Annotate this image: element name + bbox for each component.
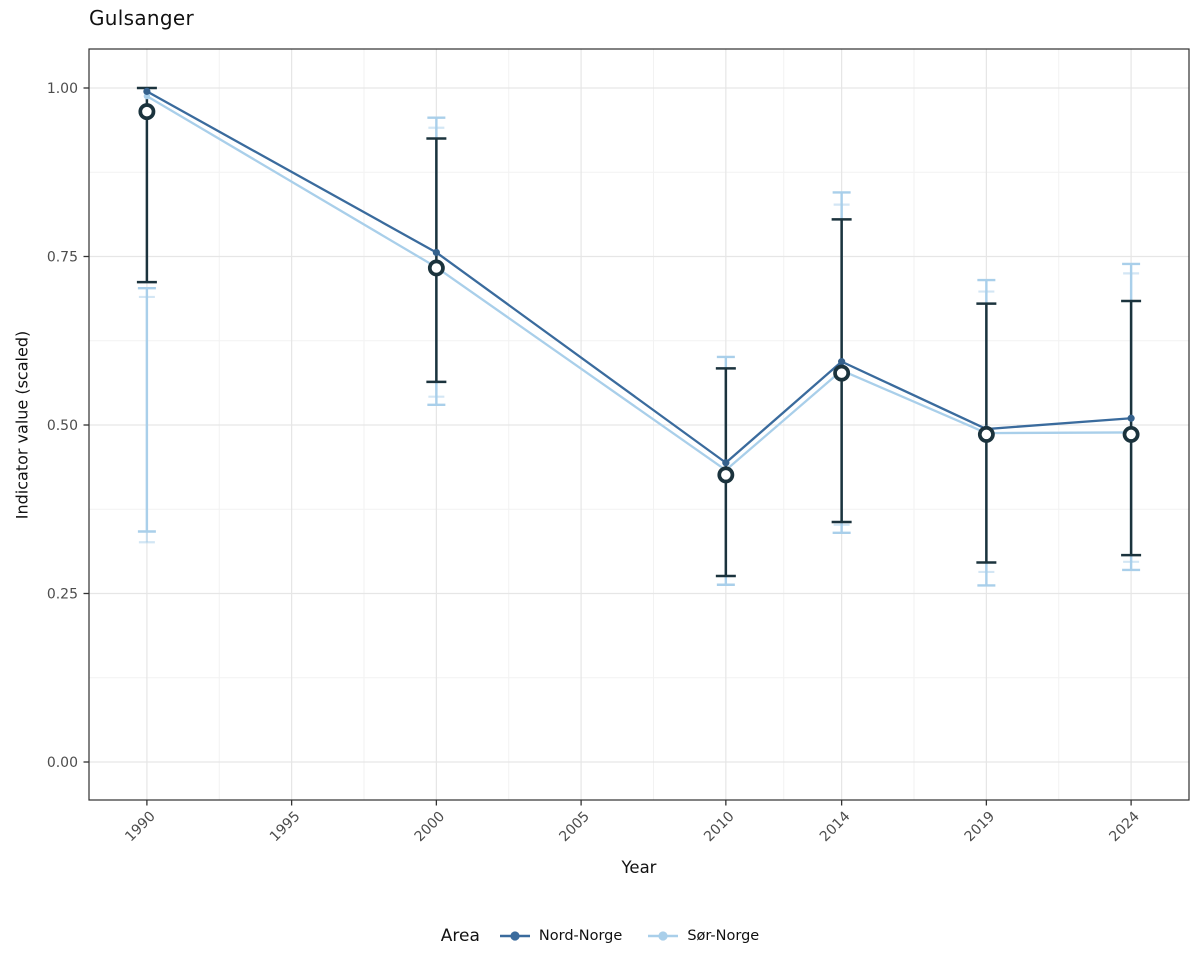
- median-marker: [833, 364, 851, 382]
- median-marker: [1122, 425, 1140, 443]
- legend-items: Nord-Norge Sør-Norge: [499, 928, 759, 944]
- point-nord-norge: [838, 358, 846, 366]
- legend: Area Nord-Norge Sør-Norge: [0, 916, 1200, 956]
- legend-key-icon: [499, 931, 530, 941]
- y-axis-title: Indicator value (scaled): [12, 330, 32, 520]
- x-tick-label: 1995: [267, 809, 304, 846]
- y-tick-label: 1.00: [47, 81, 78, 97]
- x-axis-title: Year: [621, 858, 657, 877]
- x-tick-label: 2019: [962, 809, 999, 846]
- series-line-nord-norge: [146, 90, 1132, 464]
- legend-item-label: Sør-Norge: [687, 928, 760, 944]
- point-nord-norge: [432, 248, 440, 257]
- y-tick-label: 0.50: [47, 418, 78, 434]
- median-marker: [977, 425, 995, 443]
- y-tick-label: 0.75: [47, 250, 78, 266]
- x-tick-label: 2014: [817, 808, 854, 845]
- median-marker: [717, 466, 735, 484]
- point-nord-norge: [722, 459, 730, 467]
- legend-item-nord-norge: Nord-Norge: [499, 928, 623, 944]
- series-line-sor-norge: [146, 95, 1132, 472]
- chart-title: Gulsanger: [89, 6, 195, 30]
- x-tick-label: 2024: [1106, 808, 1143, 845]
- median-marker: [427, 259, 445, 277]
- median-markers: [138, 103, 1140, 484]
- x-tick-label: 2010: [701, 809, 738, 846]
- overall-interval-bars: [136, 86, 1142, 578]
- median-marker: [138, 103, 156, 121]
- x-tick-label: 1990: [122, 809, 159, 846]
- legend-title: Area: [440, 926, 480, 946]
- legend-key-icon: [648, 931, 679, 941]
- gridlines: [89, 49, 1189, 800]
- point-nord-norge: [1127, 414, 1135, 422]
- interval-bars: [137, 116, 1141, 587]
- y-tick-label: 0.00: [47, 755, 78, 771]
- axes: 1990 1995 2000 2005 2010 2014 2019 2024 0.00 0.25…: [47, 81, 1143, 845]
- x-tick-label: 2005: [556, 809, 593, 846]
- point-nord-norge: [143, 87, 151, 95]
- y-tick-label: 0.25: [47, 587, 78, 603]
- legend-item-label: Nord-Norge: [538, 928, 623, 944]
- x-tick-label: 2000: [412, 809, 449, 846]
- legend-item-sor-norge: Sør-Norge: [648, 928, 759, 944]
